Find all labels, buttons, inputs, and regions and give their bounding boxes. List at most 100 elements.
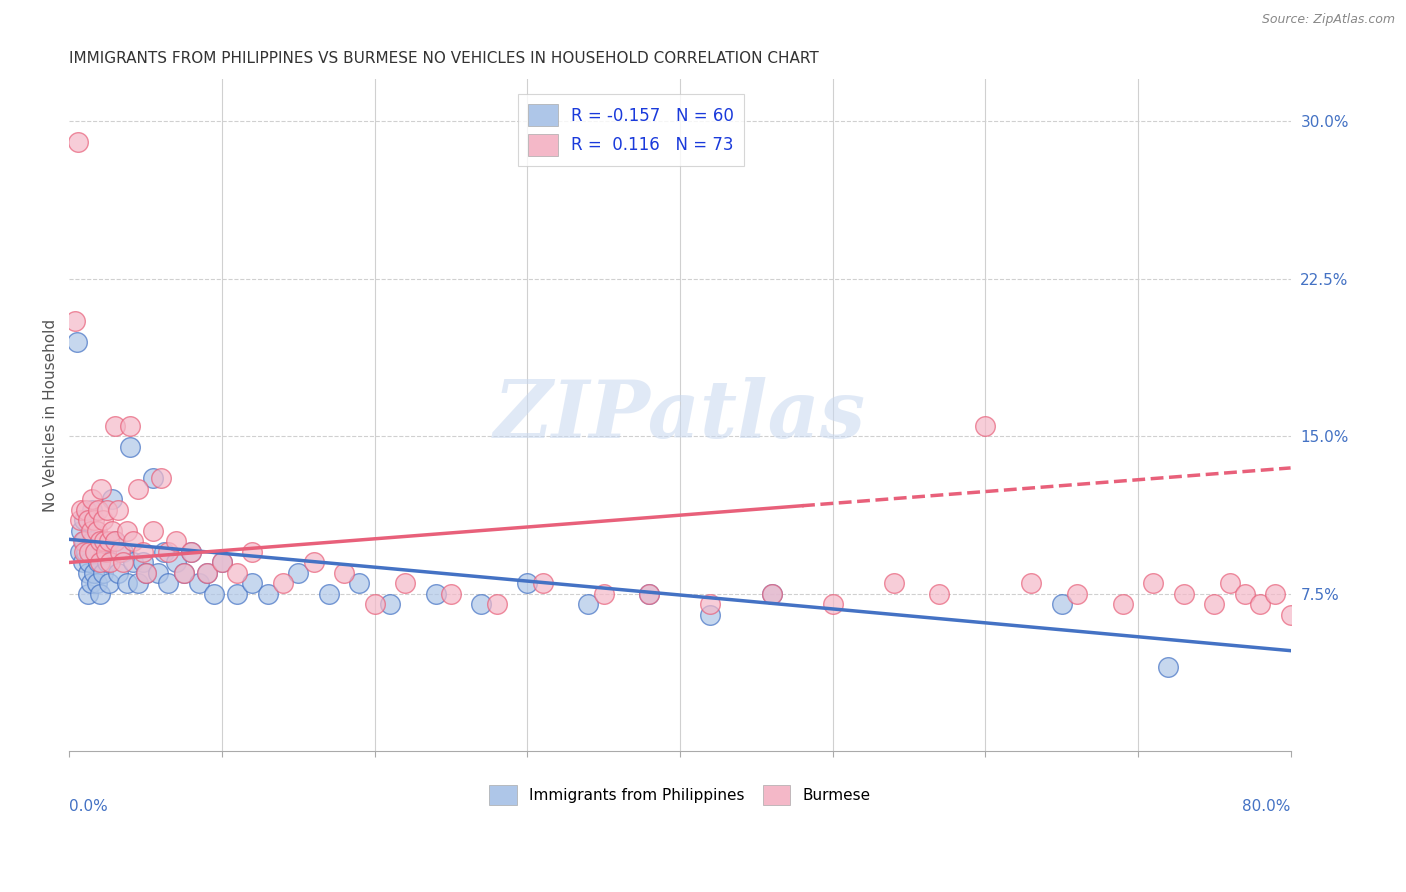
Point: [821, 598, 844, 612]
Point: [242, 576, 264, 591]
Point: [89, 534, 111, 549]
Point: [79, 524, 101, 538]
Point: [97, 534, 120, 549]
Point: [100, 556, 122, 570]
Point: [440, 587, 463, 601]
Point: [86, 524, 108, 538]
Point: [211, 556, 233, 570]
Point: [142, 471, 165, 485]
Point: [287, 566, 309, 580]
Point: [107, 566, 129, 580]
Point: [1142, 576, 1164, 591]
Point: [1204, 598, 1226, 612]
Text: IMMIGRANTS FROM PHILIPPINES VS BURMESE NO VEHICLES IN HOUSEHOLD CORRELATION CHAR: IMMIGRANTS FROM PHILIPPINES VS BURMESE N…: [69, 51, 818, 66]
Point: [1019, 576, 1042, 591]
Point: [242, 545, 264, 559]
Point: [1050, 598, 1073, 612]
Point: [84, 545, 107, 559]
Point: [1279, 607, 1302, 622]
Point: [120, 418, 142, 433]
Point: [761, 587, 783, 601]
Point: [425, 587, 447, 601]
Point: [271, 576, 294, 591]
Point: [86, 576, 108, 591]
Point: [66, 334, 89, 349]
Point: [122, 556, 145, 570]
Point: [122, 534, 145, 549]
Text: ZIPatlas: ZIPatlas: [494, 376, 866, 454]
Point: [108, 545, 131, 559]
Point: [107, 503, 129, 517]
Point: [1233, 587, 1256, 601]
Point: [157, 545, 180, 559]
Point: [117, 576, 139, 591]
Point: [302, 556, 325, 570]
Point: [638, 587, 661, 601]
Point: [318, 587, 340, 601]
Point: [111, 545, 134, 559]
Point: [76, 587, 98, 601]
Point: [65, 314, 87, 328]
Y-axis label: No Vehicles in Household: No Vehicles in Household: [44, 318, 58, 512]
Point: [75, 503, 97, 517]
Point: [89, 545, 111, 559]
Point: [70, 524, 93, 538]
Point: [333, 566, 356, 580]
Point: [73, 545, 96, 559]
Point: [82, 492, 104, 507]
Point: [149, 471, 172, 485]
Text: Source: ZipAtlas.com: Source: ZipAtlas.com: [1261, 13, 1395, 27]
Point: [195, 566, 218, 580]
Point: [883, 576, 905, 591]
Point: [531, 576, 554, 591]
Point: [226, 566, 249, 580]
Point: [1157, 660, 1180, 674]
Point: [72, 556, 94, 570]
Point: [1218, 576, 1240, 591]
Point: [77, 556, 100, 570]
Point: [394, 576, 416, 591]
Point: [1249, 598, 1271, 612]
Point: [117, 524, 139, 538]
Point: [142, 524, 165, 538]
Point: [83, 566, 105, 580]
Point: [67, 136, 90, 150]
Point: [131, 556, 153, 570]
Point: [87, 556, 110, 570]
Point: [516, 576, 538, 591]
Point: [699, 607, 721, 622]
Point: [135, 566, 157, 580]
Point: [180, 545, 202, 559]
Point: [1066, 587, 1088, 601]
Point: [70, 503, 93, 517]
Point: [76, 513, 98, 527]
Point: [101, 524, 124, 538]
Point: [165, 556, 187, 570]
Point: [76, 566, 98, 580]
Point: [485, 598, 508, 612]
Point: [146, 566, 169, 580]
Point: [928, 587, 950, 601]
Point: [82, 534, 104, 549]
Point: [89, 587, 111, 601]
Point: [173, 566, 195, 580]
Point: [638, 587, 661, 601]
Point: [111, 556, 134, 570]
Point: [1173, 587, 1195, 601]
Point: [96, 503, 118, 517]
Point: [72, 534, 94, 549]
Point: [97, 576, 120, 591]
Point: [1111, 598, 1133, 612]
Point: [69, 513, 91, 527]
Point: [101, 492, 124, 507]
Point: [974, 418, 997, 433]
Point: [127, 576, 149, 591]
Point: [195, 566, 218, 580]
Text: 0.0%: 0.0%: [69, 798, 108, 814]
Point: [93, 545, 115, 559]
Point: [576, 598, 599, 612]
Point: [202, 587, 225, 601]
Point: [470, 598, 492, 612]
Point: [349, 576, 371, 591]
Point: [226, 587, 249, 601]
